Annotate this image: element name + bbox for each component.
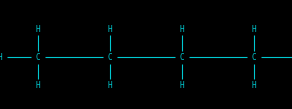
Text: C: C (108, 53, 112, 61)
Text: H: H (108, 25, 112, 33)
Text: H: H (36, 81, 40, 89)
Text: H: H (252, 81, 256, 89)
Text: H: H (0, 53, 2, 61)
Text: H: H (36, 25, 40, 33)
Text: H: H (180, 25, 184, 33)
Text: C: C (252, 53, 256, 61)
Text: C: C (180, 53, 184, 61)
Text: H: H (108, 81, 112, 89)
Text: H: H (180, 81, 184, 89)
Text: H: H (252, 25, 256, 33)
Text: C: C (36, 53, 40, 61)
